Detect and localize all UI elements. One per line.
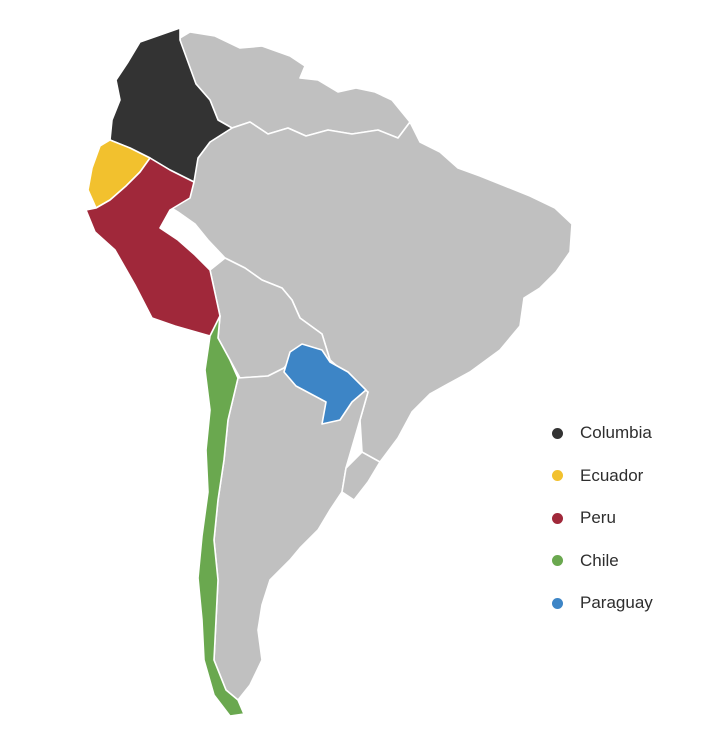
country-argentina[interactable] xyxy=(213,367,369,701)
country-uruguay[interactable] xyxy=(341,451,381,501)
legend-item-chile[interactable]: Chile xyxy=(552,540,702,583)
legend-dot-icon xyxy=(552,427,563,439)
country-paraguay-group xyxy=(283,343,367,425)
legend-item-paraguay[interactable]: Paraguay xyxy=(552,582,702,625)
legend-dot-icon xyxy=(552,597,563,609)
legend-dot-icon xyxy=(552,470,563,482)
legend-label: Ecuador xyxy=(580,465,644,485)
map-legend: Columbia Ecuador Peru Chile Paraguay xyxy=(552,412,702,625)
country-chile-group xyxy=(197,315,245,717)
legend-label: Columbia xyxy=(580,423,652,443)
legend-item-peru[interactable]: Peru xyxy=(552,497,702,540)
legend-label: Chile xyxy=(580,550,619,570)
country-paraguay[interactable] xyxy=(283,343,367,425)
country-peru-group xyxy=(85,157,221,337)
legend-dot-icon xyxy=(552,512,563,524)
legend-dot-icon xyxy=(552,555,563,567)
country-peru[interactable] xyxy=(85,157,221,337)
legend-item-ecuador[interactable]: Ecuador xyxy=(552,455,702,498)
legend-label: Peru xyxy=(580,508,616,528)
legend-label: Paraguay xyxy=(580,593,653,613)
country-chile[interactable] xyxy=(197,315,245,717)
legend-item-columbia[interactable]: Columbia xyxy=(552,412,702,455)
